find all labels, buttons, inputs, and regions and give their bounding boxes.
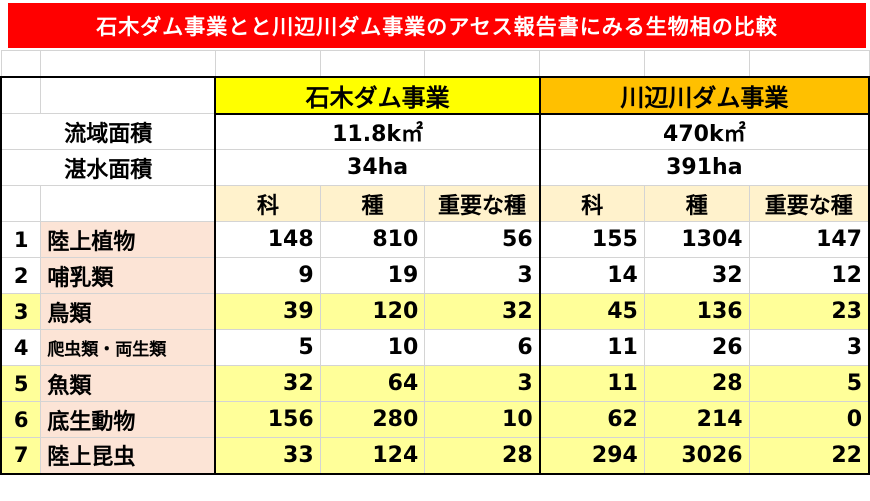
row-label[interactable]: 爬虫類・両生類 [40, 329, 216, 366]
table-row: 2 哺乳類 9 19 3 14 32 12 [0, 257, 870, 294]
table-cell[interactable]: 10 [424, 401, 541, 438]
table-cell[interactable]: 32 [643, 257, 750, 294]
comparison-table: 石木ダム事業 川辺川ダム事業 流域面積 11.8k㎡ 470k㎡ 湛水面積 34… [0, 50, 870, 475]
row-number[interactable]: 6 [0, 401, 42, 438]
table-cell[interactable]: 9 [214, 257, 321, 294]
table-cell[interactable]: 5 [214, 329, 321, 366]
summary-ishiki-value[interactable]: 11.8k㎡ [214, 113, 541, 150]
ishiki-project-header[interactable]: 石木ダム事業 [214, 75, 541, 115]
summary-row: 流域面積 11.8k㎡ 470k㎡ [0, 113, 870, 150]
table-cell[interactable]: 32 [214, 365, 321, 402]
table-cell[interactable]: 155 [538, 221, 645, 258]
table-cell[interactable]: 156 [214, 401, 321, 438]
table-cell[interactable]: 39 [214, 293, 321, 330]
page-title: 石木ダム事業とと川辺川ダム事業のアセス報告書にみる生物相の比較 [8, 3, 866, 48]
table-cell[interactable]: 64 [319, 365, 426, 402]
table-row: 6 底生動物 156 280 10 62 214 0 [0, 401, 870, 438]
blank-row [0, 50, 870, 77]
table-cell[interactable]: 22 [748, 437, 870, 475]
table-cell[interactable]: 3026 [643, 437, 750, 475]
row-number[interactable]: 1 [0, 221, 42, 258]
column-header-row: 科 種 重要な種 科 種 重要な種 [0, 185, 870, 222]
table-cell[interactable]: 0 [748, 401, 870, 438]
table-cell[interactable]: 33 [214, 437, 321, 475]
table-cell[interactable]: 1304 [643, 221, 750, 258]
table-cell[interactable]: 148 [214, 221, 321, 258]
table-row: 7 陸上昆虫 33 124 28 294 3026 22 [0, 437, 870, 475]
row-number[interactable]: 3 [0, 293, 42, 330]
column-header-species[interactable]: 種 [643, 185, 750, 222]
table-cell[interactable]: 11 [538, 365, 645, 402]
table-cell[interactable]: 3 [424, 365, 541, 402]
table-cell[interactable]: 45 [538, 293, 645, 330]
row-number[interactable]: 4 [0, 329, 42, 366]
row-label[interactable]: 魚類 [40, 365, 216, 402]
table-row: 1 陸上植物 148 810 56 155 1304 147 [0, 221, 870, 258]
column-header-species[interactable]: 種 [319, 185, 426, 222]
table-cell[interactable]: 28 [643, 365, 750, 402]
row-label[interactable]: 陸上昆虫 [40, 437, 216, 475]
row-label[interactable]: 哺乳類 [40, 257, 216, 294]
row-label[interactable]: 底生動物 [40, 401, 216, 438]
column-header-family[interactable]: 科 [538, 185, 645, 222]
summary-label[interactable]: 湛水面積 [0, 149, 216, 186]
table-cell[interactable]: 280 [319, 401, 426, 438]
table-row: 4 爬虫類・両生類 5 10 6 11 26 3 [0, 329, 870, 366]
row-number[interactable]: 5 [0, 365, 42, 402]
table-cell[interactable]: 147 [748, 221, 870, 258]
table-cell[interactable]: 124 [319, 437, 426, 475]
table-cell[interactable]: 32 [424, 293, 541, 330]
table-cell[interactable]: 3 [424, 257, 541, 294]
summary-kawabe-value[interactable]: 391ha [538, 149, 870, 186]
summary-row: 湛水面積 34ha 391ha [0, 149, 870, 186]
table-cell[interactable]: 62 [538, 401, 645, 438]
table-cell[interactable]: 19 [319, 257, 426, 294]
row-label[interactable]: 鳥類 [40, 293, 216, 330]
table-cell[interactable]: 136 [643, 293, 750, 330]
row-label[interactable]: 陸上植物 [40, 221, 216, 258]
table-cell[interactable]: 12 [748, 257, 870, 294]
summary-ishiki-value[interactable]: 34ha [214, 149, 541, 186]
table-cell[interactable]: 28 [424, 437, 541, 475]
table-cell[interactable]: 56 [424, 221, 541, 258]
table-cell[interactable]: 26 [643, 329, 750, 366]
table-cell[interactable]: 120 [319, 293, 426, 330]
table-cell[interactable]: 14 [538, 257, 645, 294]
table-row: 3 鳥類 39 120 32 45 136 23 [0, 293, 870, 330]
table-cell[interactable]: 6 [424, 329, 541, 366]
table-cell[interactable]: 11 [538, 329, 645, 366]
row-number[interactable]: 7 [0, 437, 42, 475]
row-number[interactable]: 2 [0, 257, 42, 294]
summary-kawabe-value[interactable]: 470k㎡ [538, 113, 870, 150]
summary-label[interactable]: 流域面積 [0, 113, 216, 150]
table-cell[interactable]: 3 [748, 329, 870, 366]
column-header-family[interactable]: 科 [214, 185, 321, 222]
kawabe-project-header[interactable]: 川辺川ダム事業 [538, 75, 870, 115]
table-cell[interactable]: 810 [319, 221, 426, 258]
table-cell[interactable]: 294 [538, 437, 645, 475]
table-row: 5 魚類 32 64 3 11 28 5 [0, 365, 870, 402]
column-header-important[interactable]: 重要な種 [424, 185, 541, 222]
table-cell[interactable]: 23 [748, 293, 870, 330]
column-header-important[interactable]: 重要な種 [748, 185, 870, 222]
project-header-row: 石木ダム事業 川辺川ダム事業 [0, 75, 870, 115]
table-cell[interactable]: 10 [319, 329, 426, 366]
table-cell[interactable]: 214 [643, 401, 750, 438]
table-cell[interactable]: 5 [748, 365, 870, 402]
